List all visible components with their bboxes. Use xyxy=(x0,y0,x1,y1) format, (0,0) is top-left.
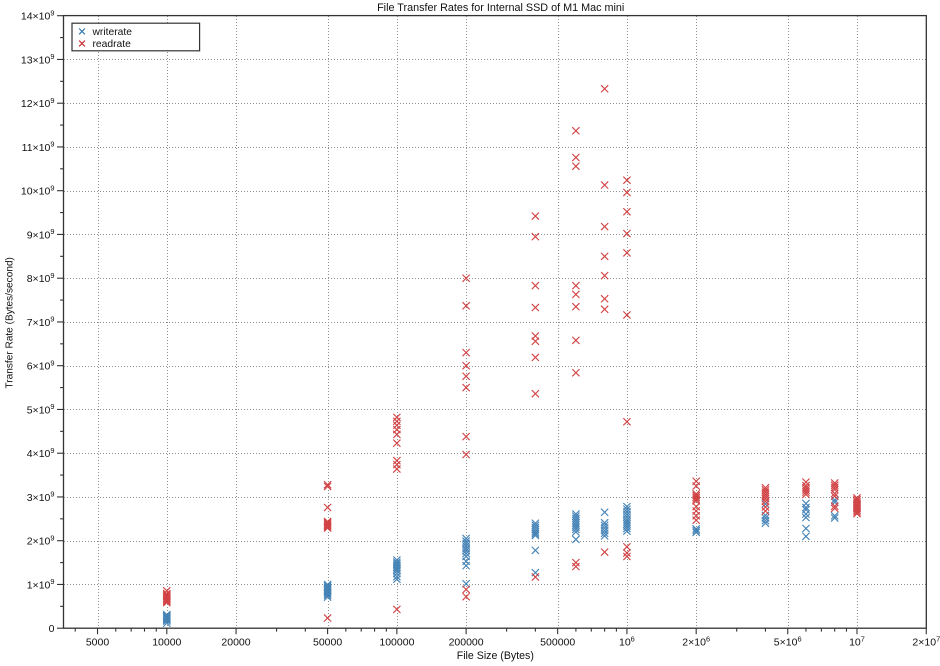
svg-text:1×109: 1×109 xyxy=(27,577,55,591)
svg-text:0: 0 xyxy=(49,623,55,635)
svg-text:200000: 200000 xyxy=(449,637,484,649)
svg-text:2×106: 2×106 xyxy=(682,634,710,648)
svg-text:5×109: 5×109 xyxy=(27,402,55,416)
svg-text:8×109: 8×109 xyxy=(27,271,55,285)
svg-text:6×109: 6×109 xyxy=(27,358,55,372)
svg-text:Transfer Rate (Bytes/second): Transfer Rate (Bytes/second) xyxy=(5,257,16,388)
svg-text:10×109: 10×109 xyxy=(21,183,55,197)
svg-text:3×109: 3×109 xyxy=(27,490,55,504)
svg-text:13×109: 13×109 xyxy=(21,52,55,66)
svg-text:7×109: 7×109 xyxy=(27,315,55,329)
svg-text:File Size (Bytes): File Size (Bytes) xyxy=(457,650,534,662)
svg-text:50000: 50000 xyxy=(313,637,342,649)
svg-text:500000: 500000 xyxy=(540,637,575,649)
svg-text:11×109: 11×109 xyxy=(22,140,55,154)
svg-text:5×106: 5×106 xyxy=(774,634,802,648)
svg-text:20000: 20000 xyxy=(221,637,250,649)
svg-text:readrate: readrate xyxy=(93,39,132,50)
svg-text:100000: 100000 xyxy=(379,637,414,649)
svg-text:File Transfer Rates for Intern: File Transfer Rates for Internal SSD of … xyxy=(377,2,624,14)
svg-text:4×109: 4×109 xyxy=(27,446,55,460)
svg-text:14×109: 14×109 xyxy=(21,8,55,22)
svg-text:writerate: writerate xyxy=(92,27,133,38)
svg-text:5000: 5000 xyxy=(86,637,110,649)
svg-text:9×109: 9×109 xyxy=(27,227,55,241)
svg-text:12×109: 12×109 xyxy=(21,96,55,110)
svg-text:2×109: 2×109 xyxy=(27,533,55,547)
svg-text:10000: 10000 xyxy=(152,637,181,649)
svg-text:2×107: 2×107 xyxy=(912,634,940,648)
